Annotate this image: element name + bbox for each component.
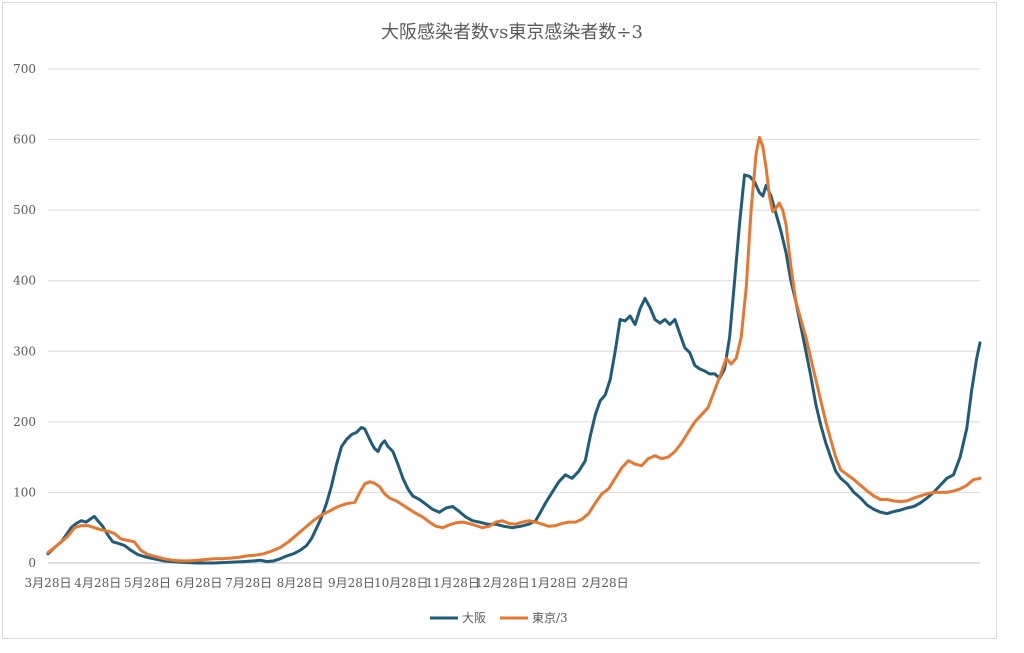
x-axis-ticks: 3月28日 4月28日 5月28日 6月28日 7月28日 8月28日 9月28日 10月28… bbox=[25, 576, 629, 590]
legend: 大阪 東京/3 bbox=[430, 611, 568, 625]
y-tick-label: 500 bbox=[13, 203, 36, 217]
x-tick-label: 2月28日 bbox=[582, 576, 629, 590]
legend-label: 東京/3 bbox=[532, 611, 568, 625]
series-lines bbox=[46, 136, 982, 565]
x-tick-label: 1月28日 bbox=[530, 576, 577, 590]
x-tick-label: 3月28日 bbox=[25, 576, 72, 590]
y-tick-label: 400 bbox=[13, 274, 36, 288]
x-tick-label: 4月28日 bbox=[74, 576, 121, 590]
y-tick-label: 300 bbox=[13, 344, 36, 358]
x-tick-label: 8月28日 bbox=[277, 576, 324, 590]
y-tick-label: 700 bbox=[13, 62, 36, 76]
x-tick-label: 12月28日 bbox=[475, 576, 530, 590]
y-tick-label: 600 bbox=[13, 133, 36, 147]
series-line-1 bbox=[46, 136, 982, 563]
x-tick-label: 7月28日 bbox=[225, 576, 272, 590]
series-line-0 bbox=[46, 173, 982, 565]
x-tick-label: 5月28日 bbox=[124, 576, 171, 590]
y-tick-label: 100 bbox=[13, 485, 36, 499]
x-tick-label: 6月28日 bbox=[175, 576, 222, 590]
x-tick-label: 9月28日 bbox=[328, 576, 375, 590]
chart-frame bbox=[2, 2, 997, 639]
x-tick-label: 10月28日 bbox=[374, 576, 429, 590]
legend-label: 大阪 bbox=[462, 611, 486, 625]
y-tick-label: 200 bbox=[13, 415, 36, 429]
chart-title: 大阪感染者数vs東京感染者数÷3 bbox=[381, 22, 643, 43]
y-tick-label: 0 bbox=[28, 556, 36, 570]
gridlines bbox=[48, 68, 980, 564]
y-axis-ticks: 0 100 200 300 400 500 600 700 bbox=[13, 62, 36, 570]
x-tick-label: 11月28日 bbox=[425, 576, 480, 590]
